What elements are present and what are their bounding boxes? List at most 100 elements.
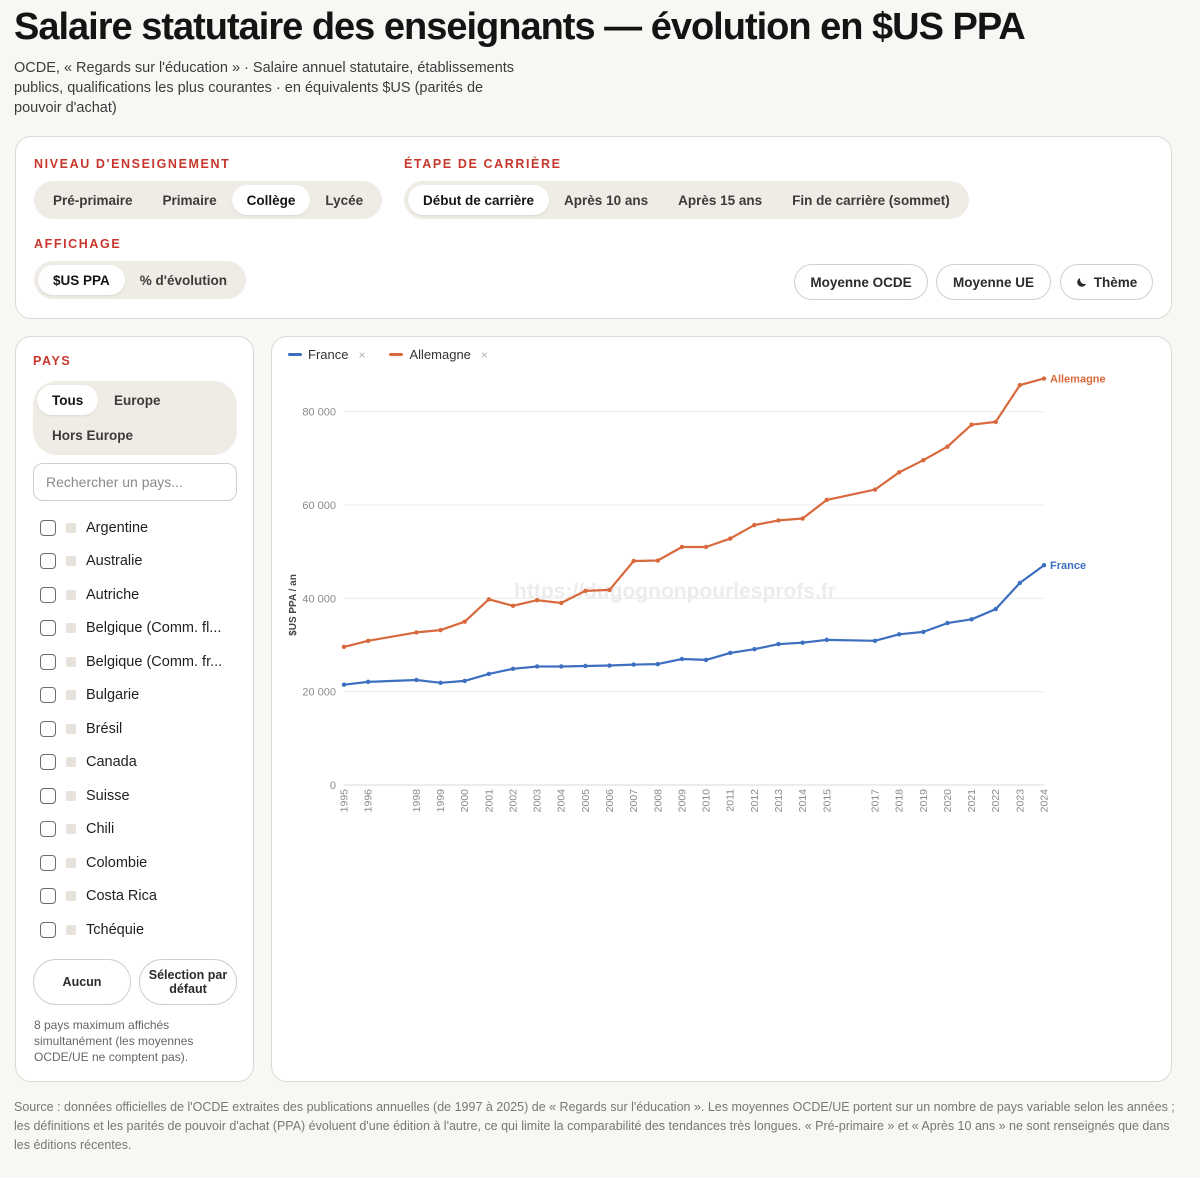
pays-label: PAYS [33,354,72,368]
country-item[interactable]: Belgique (Comm. fr... [40,645,240,679]
data-point [341,682,347,687]
data-point [993,419,998,425]
legend-line [389,353,404,356]
country-search-input[interactable] [33,463,237,501]
series-end-label: Allemagne [1050,374,1106,386]
x-tick-label: 2002 [507,789,519,813]
country-checkbox[interactable] [40,553,56,570]
aucun-button[interactable]: Aucun [33,959,131,1005]
legend-remove-icon[interactable]: × [480,347,488,362]
x-tick-label: 2022 [990,789,1002,813]
country-checkbox[interactable] [40,821,56,838]
moyenne-ue-button[interactable]: Moyenne UE [936,264,1051,300]
country-name: Belgique (Comm. fr... [86,653,223,670]
country-item[interactable]: Bulgarie [40,679,240,713]
theme-button[interactable]: Thème [1060,264,1153,300]
country-name: Costa Rica [86,888,157,905]
data-point [752,522,757,528]
legend-remove-icon[interactable]: × [358,347,366,362]
affichage-option-ppa[interactable]: $US PPA [38,265,125,295]
etape-option-fin[interactable]: Fin de carrière (sommet) [792,192,950,208]
x-tick-label: 2009 [676,789,688,813]
niveau-option-primaire[interactable]: Primaire [162,192,217,208]
x-tick-label: 2005 [580,789,592,813]
data-point [703,657,709,663]
country-checkbox[interactable] [40,888,56,905]
filter-option-tous[interactable]: Tous [37,385,99,415]
country-color-swatch [66,723,76,734]
series-line [342,564,1046,686]
max-countries-note: 8 pays maximum affichés simultanément (l… [34,1018,194,1064]
country-name: Canada [86,754,137,771]
data-point [341,644,347,650]
country-item[interactable]: Colombie [40,846,240,880]
page-title: Salaire statutaire des enseignants — évo… [14,6,1026,48]
country-item[interactable]: Canada [40,746,240,780]
country-color-swatch [66,690,76,701]
country-checkbox[interactable] [40,921,56,938]
data-point [776,641,781,647]
filter-option-hors-europe[interactable]: Hors Europe [52,427,134,443]
country-item[interactable]: Autriche [40,578,240,612]
country-checkbox[interactable] [40,687,56,704]
etape-option-10ans[interactable]: Après 10 ans [564,192,649,208]
y-tick-label: 60 000 [302,500,336,512]
affichage-segmented: $US PPA % d'évolution [34,261,246,299]
country-checkbox[interactable] [40,754,56,771]
country-item[interactable]: Tchéquie [40,913,240,947]
country-item[interactable]: Australie [40,545,240,579]
niveau-option-preprimaire[interactable]: Pré-primaire [53,192,133,208]
data-point [1017,580,1023,586]
country-checkbox[interactable] [40,620,56,637]
legend-line [288,353,302,356]
x-tick-label: 2000 [459,789,471,813]
data-point [365,679,371,685]
watermark: https://dugognonpourlesprofs.fr [514,580,836,603]
selection-defaut-button[interactable]: Sélection par défaut [139,959,237,1005]
x-tick-label: 2019 [918,789,930,813]
country-item[interactable]: Chili [40,813,240,847]
data-point [824,637,829,643]
etape-option-debut[interactable]: Début de carrière [408,185,550,215]
source-footnote: Source : données officielles de l'OCDE e… [14,1100,1175,1152]
data-point [631,662,636,667]
country-item[interactable]: Argentine [40,511,240,545]
country-name: Argentine [86,519,149,536]
affichage-option-evolution[interactable]: % d'évolution [139,272,227,288]
country-checkbox[interactable] [40,720,56,737]
country-checkbox[interactable] [40,519,56,536]
country-item[interactable]: Costa Rica [40,880,240,914]
country-name: Bulgarie [86,687,140,704]
data-point [559,664,564,669]
country-color-swatch [66,656,76,667]
page-subtitle: OCDE, « Regards sur l'éducation » · Sala… [14,60,515,116]
legend-item[interactable]: Allemagne × [389,347,488,362]
country-item[interactable]: Brésil [40,712,240,746]
data-point [1017,382,1023,388]
moyenne-ocde-button[interactable]: Moyenne OCDE [794,264,928,300]
niveau-option-college[interactable]: Collège [231,185,311,215]
country-checkbox[interactable] [40,787,56,804]
legend-item[interactable]: France × [288,347,365,362]
x-tick-label: 2006 [604,789,616,813]
data-point [945,620,950,626]
country-checkbox[interactable] [40,586,56,603]
country-color-swatch [66,824,76,835]
data-point [1041,376,1047,381]
niveau-option-lycee[interactable]: Lycée [325,192,364,208]
affichage-label: AFFICHAGE [34,237,122,251]
y-tick-label: 20 000 [302,687,336,699]
data-point [414,630,419,635]
country-color-swatch [66,790,76,801]
data-point [1041,563,1047,568]
country-item[interactable]: Belgique (Comm. fl... [40,612,240,646]
country-list: Argentine Australie Autriche Belgique (Comm… [40,511,240,947]
niveau-label: NIVEAU D'ENSEIGNEMENT [34,157,231,171]
country-checkbox[interactable] [40,854,56,871]
filter-option-europe[interactable]: Europe [114,392,161,408]
country-checkbox[interactable] [40,653,56,670]
country-item[interactable]: Suisse [40,779,240,813]
x-tick-label: 1996 [363,789,375,813]
country-sidebar: PAYS Tous Europe Hors Europe Argentine Au… [15,336,254,1082]
etape-option-15ans[interactable]: Après 15 ans [678,192,763,208]
